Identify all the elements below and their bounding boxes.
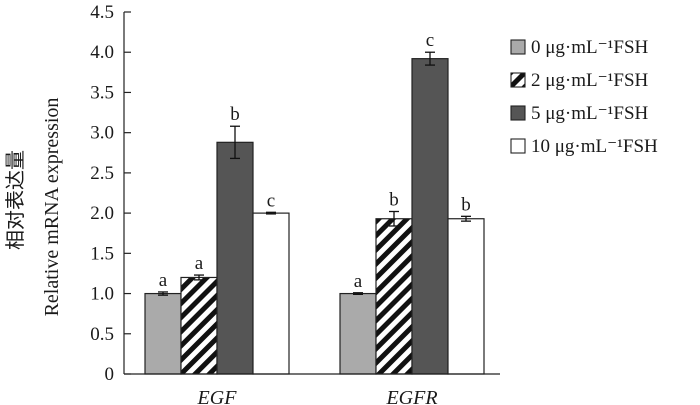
significance-letter: b — [230, 104, 240, 125]
category-label: EGFR — [385, 387, 437, 405]
bar — [144, 292, 182, 375]
legend-swatch — [510, 72, 526, 88]
significance-letter: b — [389, 190, 399, 211]
x-axis: EGF EGFR — [124, 373, 500, 405]
legend-label: 2 μg·mL⁻¹FSH — [531, 70, 649, 91]
y-axis-label: Relative mRNA expression — [41, 98, 63, 317]
y-tick-label: 4.5 — [90, 2, 114, 23]
y-tick-label: 1.5 — [90, 243, 114, 264]
legend-label: 0 μg·mL⁻¹FSH — [531, 37, 649, 58]
bar — [180, 276, 218, 375]
y-axis-label-cn: 相对表达量 — [4, 150, 27, 250]
bar — [411, 58, 449, 375]
bar — [375, 218, 413, 375]
y-tick-label: 0 — [105, 364, 115, 385]
y-axis: 0 0.5 1.0 1.5 2.0 2.5 3.0 3.5 4.0 4.5 — [90, 2, 131, 385]
significance-letter: b — [461, 194, 471, 215]
bar — [447, 218, 485, 375]
y-tick-label: 2.0 — [90, 203, 114, 224]
y-tick-label: 3.0 — [90, 123, 114, 144]
legend-swatch — [510, 138, 526, 154]
legend-swatch — [510, 105, 526, 121]
category-label: EGF — [197, 387, 238, 405]
y-tick-label: 0.5 — [90, 324, 114, 345]
bars: a a b c a b c b — [144, 30, 485, 375]
bar — [252, 212, 290, 375]
bar — [339, 292, 377, 375]
bar — [216, 141, 254, 375]
significance-letter: a — [354, 271, 363, 292]
y-tick-label: 3.5 — [90, 82, 114, 103]
y-tick-label: 2.5 — [90, 163, 114, 184]
y-tick-label: 4.0 — [90, 42, 114, 63]
significance-letter: c — [426, 30, 434, 51]
legend: 0 μg·mL⁻¹FSH 2 μg·mL⁻¹FSH 5 μg·mL⁻¹FSH 10 μ… — [510, 37, 658, 157]
legend-label: 10 μg·mL⁻¹FSH — [531, 136, 658, 157]
significance-letter: a — [159, 270, 168, 291]
legend-swatch — [510, 39, 526, 55]
legend-label: 5 μg·mL⁻¹FSH — [531, 103, 649, 124]
y-tick-label: 1.0 — [90, 284, 114, 305]
significance-letter: a — [195, 253, 204, 274]
significance-letter: c — [267, 190, 275, 211]
